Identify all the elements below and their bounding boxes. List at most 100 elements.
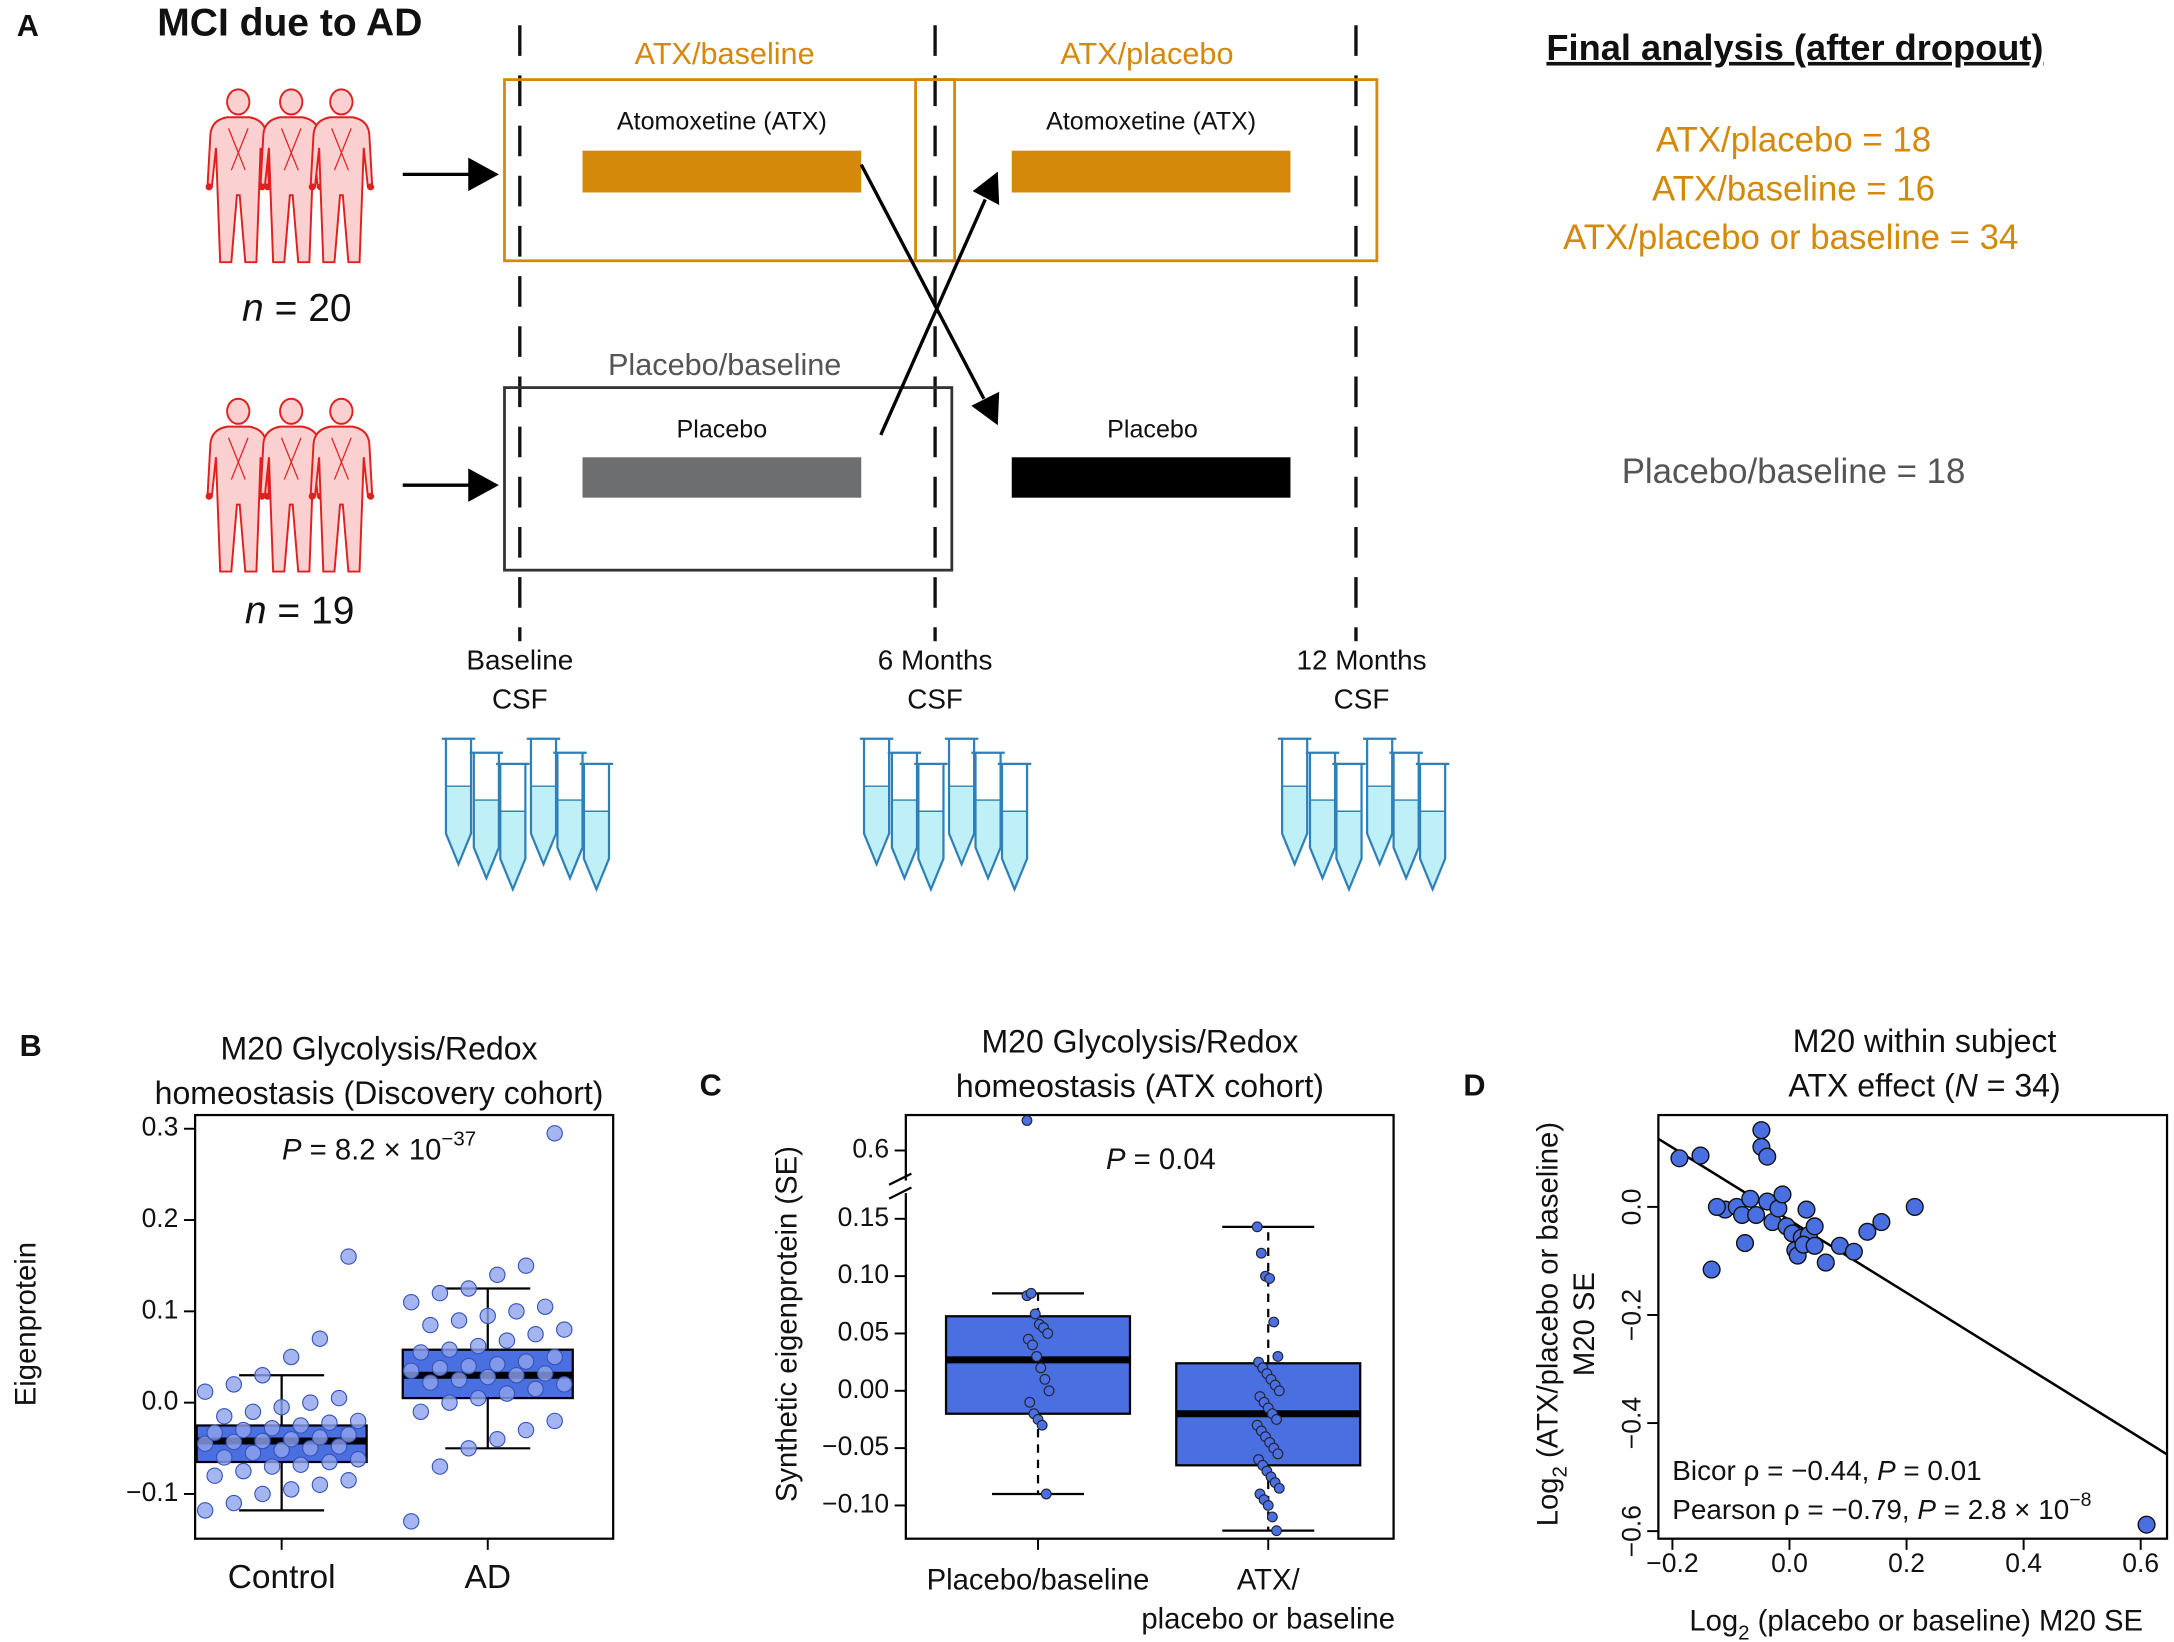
data-point (311, 1476, 329, 1494)
treatment-bar (582, 457, 862, 498)
data-point (422, 1374, 439, 1391)
y-axis-label: M20 SE (1569, 1272, 1601, 1376)
tube (1276, 737, 1313, 866)
chart-title: homeostasis (ATX cohort) (956, 1068, 1324, 1104)
data-point (1271, 1525, 1282, 1537)
data-point (450, 1371, 468, 1389)
text-part: Log (1689, 1605, 1738, 1637)
axis-break (888, 1172, 912, 1186)
data-point (244, 1444, 262, 1462)
data-point (1707, 1197, 1726, 1216)
panel-label: B (20, 1029, 42, 1063)
data-point (282, 1348, 300, 1366)
data-point (1031, 1350, 1043, 1362)
chart-title: M20 Glycolysis/Redox (221, 1030, 538, 1066)
data-point (206, 1467, 223, 1484)
data-point (517, 1353, 535, 1370)
data-point (556, 1321, 573, 1338)
plot-frame (904, 1113, 1395, 1540)
tube (468, 751, 505, 880)
treatment-label: Atomoxetine (ATX) (617, 107, 827, 135)
text-part: P (282, 1134, 302, 1166)
data-point (1025, 1287, 1037, 1299)
data-point (1251, 1221, 1263, 1233)
data-point (1272, 1350, 1284, 1362)
y-axis-label: Synthetic eigenprotein (SE) (772, 1146, 804, 1502)
text-part: 2 (1549, 1466, 1572, 1477)
tube (1414, 762, 1451, 891)
y-tick-label: 0.0 (142, 1386, 179, 1416)
data-point (340, 1472, 357, 1489)
data-point (254, 1432, 271, 1450)
text-part: P (1877, 1456, 1896, 1487)
text-part: = 0.01 (1896, 1456, 1982, 1487)
data-point (330, 1389, 348, 1407)
plot-frame (1657, 1113, 2169, 1540)
people (204, 88, 376, 573)
y-tick-label: −0.2 (1616, 1289, 1646, 1341)
data-point (1844, 1242, 1863, 1261)
data-point (273, 1441, 290, 1459)
data-point (1816, 1253, 1835, 1272)
fit-line (1657, 1137, 2168, 1456)
data-point (517, 1421, 535, 1439)
data-point (517, 1257, 535, 1274)
text-part: −37 (441, 1127, 476, 1150)
data-point (469, 1337, 487, 1355)
data-point (546, 1412, 563, 1430)
data-point (441, 1394, 458, 1411)
data-point (479, 1368, 496, 1386)
text-part: = 34) (1978, 1068, 2061, 1104)
text-part: Log (1532, 1477, 1564, 1526)
y-tick-label: −0.4 (1616, 1397, 1646, 1449)
arrowhead (972, 171, 1000, 206)
tubes (440, 737, 1451, 891)
tube (495, 762, 531, 891)
tube (552, 751, 588, 880)
final-line: ATX/placebo or baseline = 34 (1563, 218, 2018, 257)
text-part: = 20 (264, 287, 352, 330)
arrowhead (468, 468, 499, 502)
data-point (1805, 1236, 1824, 1255)
tube (1361, 737, 1398, 866)
data-point (412, 1344, 430, 1361)
tube (858, 737, 895, 866)
y-tick-label: 0.15 (838, 1202, 890, 1232)
arrowhead (468, 157, 499, 192)
data-point (489, 1266, 506, 1284)
data-point (1747, 1205, 1766, 1225)
text-part: Bicor ρ = −0.44, (1672, 1456, 1877, 1487)
data-point (403, 1362, 420, 1379)
tube (1388, 751, 1424, 880)
x-tick-label: 0.2 (1888, 1548, 1925, 1578)
final-line: ATX/baseline = 16 (1652, 169, 1935, 208)
data-point (403, 1293, 420, 1311)
annotation: Bicor ρ = −0.44, P = 0.01 (1672, 1456, 1981, 1487)
data-point (321, 1453, 338, 1471)
data-point (302, 1394, 319, 1411)
text-part: Pearson ρ = −0.79, (1672, 1495, 1917, 1526)
data-point (321, 1414, 338, 1431)
text-part: n (245, 590, 267, 633)
timepoint-label: CSF (1334, 684, 1390, 715)
x-tick-label: 0.4 (2005, 1548, 2042, 1578)
data-point (1021, 1115, 1033, 1126)
tube (996, 762, 1033, 891)
data-point (330, 1438, 348, 1455)
axis-break (888, 1186, 912, 1200)
data-point (235, 1421, 252, 1439)
data-point (273, 1398, 290, 1416)
data-point (216, 1449, 233, 1466)
x-tick-label: 0.6 (2122, 1548, 2159, 1578)
group-size: n = 19 (245, 590, 355, 633)
data-point (479, 1307, 496, 1325)
data-point (498, 1385, 516, 1402)
data-point (263, 1419, 281, 1437)
x-tick-label: 0.0 (1771, 1548, 1808, 1578)
data-point (292, 1456, 309, 1473)
data-point (450, 1312, 468, 1329)
y-tick-label: 0.0 (1616, 1189, 1646, 1226)
y-axis-label: Log2 (ATX/placebo or baseline) (1532, 1122, 1571, 1526)
data-point (1735, 1234, 1755, 1253)
y-tick-label: 0.10 (838, 1259, 890, 1289)
